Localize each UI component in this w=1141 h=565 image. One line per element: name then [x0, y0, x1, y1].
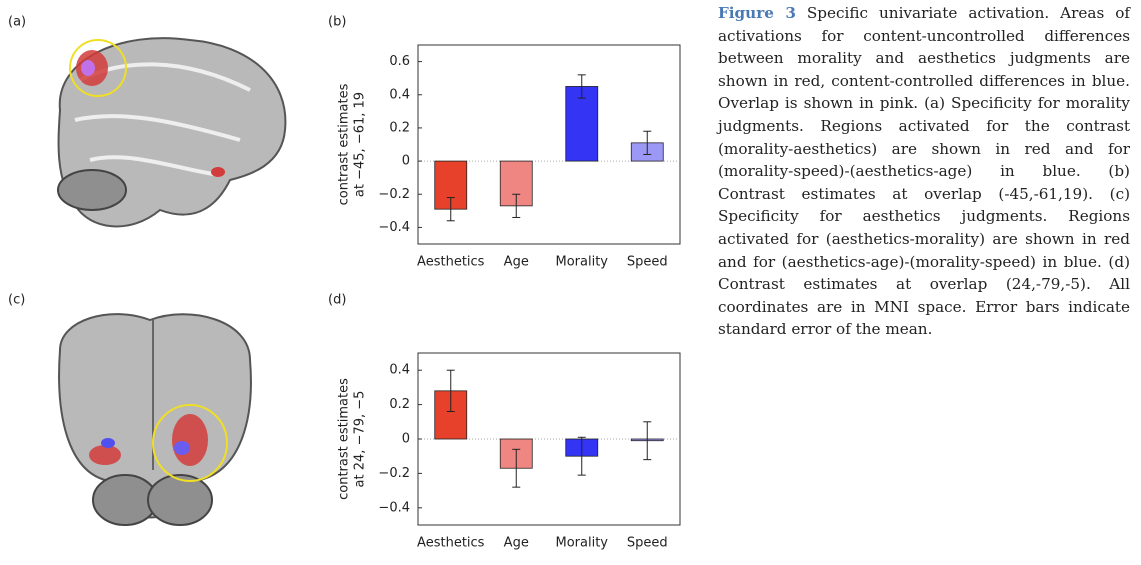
caption: Figure 3 Specific univariate activation.…	[718, 2, 1130, 341]
y-axis-label: contrast estimates	[337, 378, 352, 500]
y-tick-label: 0	[402, 432, 410, 447]
brain-coronal	[59, 314, 251, 525]
x-tick-label: Aesthetics	[417, 536, 485, 551]
x-tick-label: Morality	[556, 536, 609, 551]
figure: (a) (b) (c) (d) −0.4 −0.2 0 0.2 0.4 0.6 contra…	[0, 0, 712, 565]
caption-label: Figure 3	[718, 4, 796, 22]
panel-label: (c)	[8, 293, 25, 308]
y-axis-label: at 24, −79, −5	[353, 391, 368, 488]
y-tick-label: 0.2	[389, 120, 410, 135]
y-tick-label: 0.4	[389, 87, 410, 102]
y-tick-label: −0.4	[378, 220, 410, 235]
y-tick-label: 0.4	[389, 363, 410, 378]
x-tick-label: Morality	[556, 255, 609, 270]
x-tick-label: Aesthetics	[417, 255, 485, 270]
y-tick-label: −0.2	[378, 187, 410, 202]
y-tick-label: 0	[402, 154, 410, 169]
x-tick-label: Age	[504, 536, 529, 551]
y-tick-label: 0.6	[389, 54, 410, 69]
y-tick-label: −0.4	[378, 500, 410, 515]
x-tick-label: Speed	[627, 536, 668, 551]
page: (a) (b) (c) (d) −0.4 −0.2 0 0.2 0.4 0.6 contra…	[0, 0, 1141, 565]
y-tick-label: −0.2	[378, 466, 410, 481]
caption-text: Specific univariate activation. Areas of…	[718, 4, 1130, 338]
brain-sagittal	[58, 38, 285, 226]
panel-label: (b)	[328, 15, 346, 30]
x-tick-label: Age	[504, 255, 529, 270]
panel-label: (a)	[8, 15, 26, 30]
y-axis-label: contrast estimates	[337, 83, 352, 205]
y-tick-label: 0.2	[389, 397, 410, 412]
panel-label: (d)	[328, 293, 346, 308]
x-tick-label: Speed	[627, 255, 668, 270]
y-axis-label: at −45, −61, 19	[353, 92, 368, 197]
